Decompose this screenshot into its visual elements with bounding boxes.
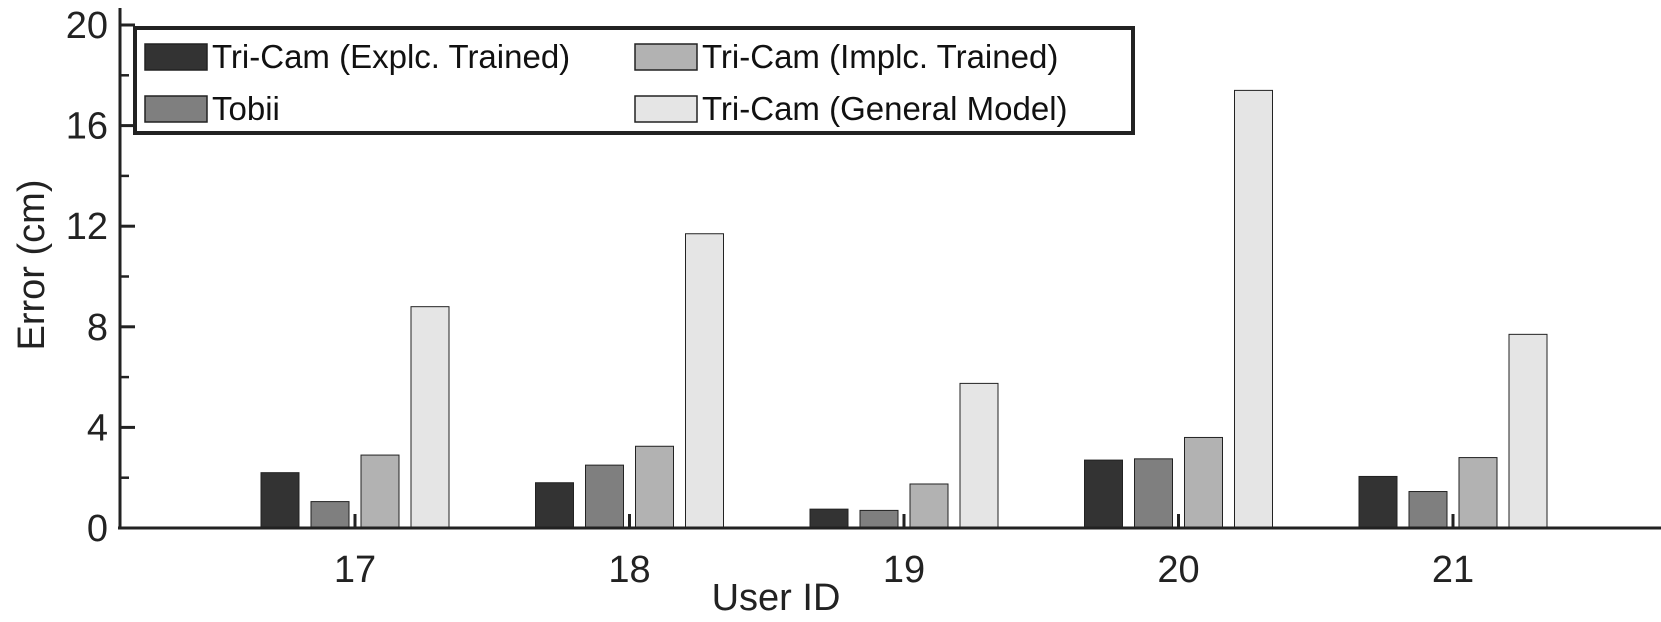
y-tick-label: 8 bbox=[87, 307, 108, 349]
y-axis-label: Error (cm) bbox=[11, 180, 53, 351]
y-tick-label: 4 bbox=[87, 407, 108, 449]
y-tick-label: 12 bbox=[66, 206, 108, 248]
x-axis-label: User ID bbox=[712, 577, 841, 619]
bar-18-series-1 bbox=[535, 482, 574, 529]
bar-18-series-4 bbox=[685, 233, 724, 529]
bar-21-series-2 bbox=[1408, 491, 1448, 529]
bar-17-series-2 bbox=[310, 501, 350, 529]
bar-20-series-3 bbox=[1184, 436, 1223, 529]
bar-19-series-2 bbox=[859, 509, 899, 529]
legend-label-tobii: Tobii bbox=[212, 90, 280, 127]
y-tick-label: 0 bbox=[87, 508, 108, 550]
x-tick-label: 19 bbox=[883, 549, 925, 591]
legend-label-implc: Tri-Cam (Implc. Trained) bbox=[702, 38, 1058, 75]
bar-19-series-1 bbox=[809, 508, 849, 529]
bar-21-series-3 bbox=[1458, 457, 1498, 529]
legend: Tri-Cam (Explc. Trained) Tri-Cam (Implc.… bbox=[133, 26, 1135, 135]
legend-swatch-general bbox=[634, 95, 698, 123]
legend-swatch-tobii bbox=[144, 95, 208, 123]
legend-swatch-implc bbox=[634, 43, 698, 71]
bar-19-series-3 bbox=[909, 483, 949, 529]
bar-17-series-3 bbox=[360, 454, 400, 529]
bar-20-series-2 bbox=[1134, 458, 1173, 529]
bar-17-series-1 bbox=[260, 472, 300, 529]
bar-19-series-4 bbox=[959, 382, 999, 529]
y-tick-label: 20 bbox=[66, 5, 108, 47]
bar-18-series-2 bbox=[585, 464, 624, 529]
bar-17-series-4 bbox=[410, 306, 450, 529]
x-tick-label: 21 bbox=[1432, 549, 1474, 591]
bar-18-series-3 bbox=[635, 445, 674, 529]
plot-area bbox=[260, 89, 1548, 529]
legend-label-general: Tri-Cam (General Model) bbox=[702, 90, 1068, 127]
x-tick-label: 18 bbox=[608, 549, 650, 591]
x-ticks: 17 18 19 20 21 bbox=[334, 514, 1474, 591]
bar-20-series-4 bbox=[1234, 89, 1273, 529]
x-tick-label: 20 bbox=[1157, 549, 1199, 591]
y-tick-label: 16 bbox=[66, 106, 108, 148]
bar-21-series-1 bbox=[1358, 475, 1398, 529]
bar-20-series-1 bbox=[1084, 459, 1123, 529]
legend-label-explc: Tri-Cam (Explc. Trained) bbox=[212, 38, 570, 75]
y-ticks: 0 4 8 12 16 20 bbox=[66, 5, 135, 550]
x-tick-label: 17 bbox=[334, 549, 376, 591]
bar-21-series-4 bbox=[1508, 333, 1548, 529]
legend-swatch-explc bbox=[144, 43, 208, 71]
axes bbox=[118, 8, 1661, 530]
legend-box bbox=[133, 26, 1135, 135]
